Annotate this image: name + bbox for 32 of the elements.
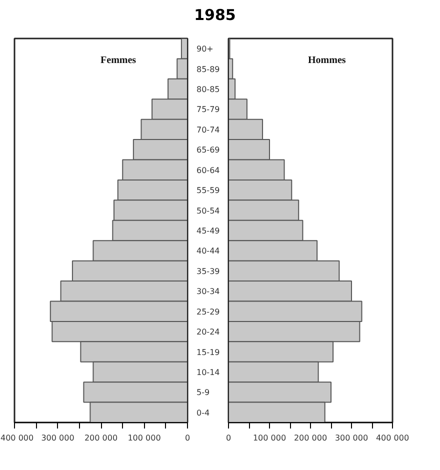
y-tick-label: 80-85 [196, 85, 220, 94]
y-tick-label: 60-64 [196, 166, 220, 175]
y-tick-label: 70-74 [196, 125, 220, 134]
y-tick-label: 20-24 [196, 328, 220, 337]
y-tick-label: 0-4 [196, 408, 210, 418]
y-tick-label: 30-34 [196, 287, 220, 296]
x-tick-label: 0 [226, 434, 232, 442]
y-tick-label: 65-69 [196, 146, 220, 155]
x-tick-label: 400 000 [376, 434, 410, 442]
x-tick-label: 100 000 [252, 434, 286, 442]
chart-title: 1985 [194, 5, 236, 26]
x-tick-label: 100 000 [128, 434, 161, 442]
y-tick-label: 90+ [196, 44, 214, 54]
y-tick-label: 50-54 [196, 206, 220, 216]
y-tick-label: 25-29 [196, 307, 220, 316]
y-tick-label: 85-89 [196, 64, 220, 74]
y-tick-label: 40-44 [196, 246, 220, 256]
y-tick-label: 35-39 [196, 266, 220, 276]
y-tick-label: 5-9 [196, 388, 210, 398]
x-tick-label: 300 000 [334, 434, 368, 442]
text: Femmes [100, 55, 136, 66]
y-tick-label: 75-79 [196, 105, 220, 114]
y-tick-label: 45-49 [196, 226, 220, 236]
x-tick-label: 200 000 [84, 434, 118, 442]
y-tick-label: 55-59 [196, 186, 220, 196]
x-tick-label: 400 000 [0, 434, 34, 442]
x-tick-label: 0 [184, 434, 190, 442]
y-tick-label: 10-14 [196, 368, 220, 377]
x-tick-label: 300 000 [41, 434, 74, 442]
text: Hommes [308, 55, 346, 66]
y-tick-label: 15-19 [196, 348, 220, 357]
x-tick-label: 200 000 [294, 434, 328, 442]
